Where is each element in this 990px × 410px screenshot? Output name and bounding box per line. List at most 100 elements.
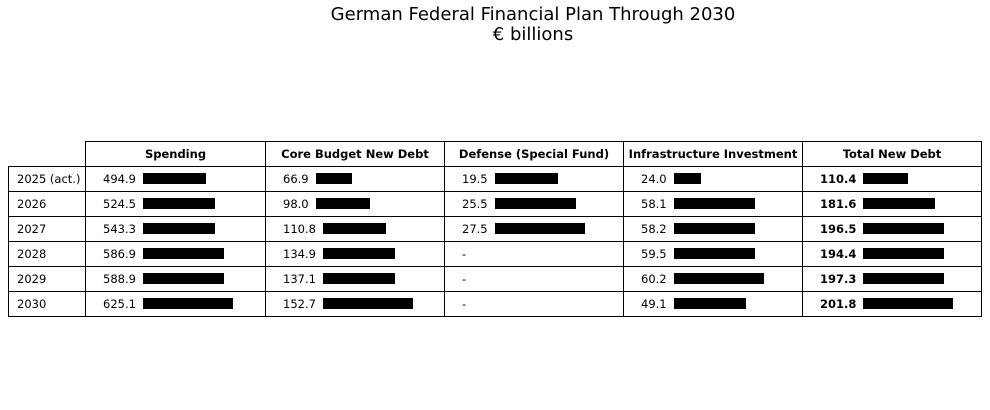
row-label: 2025 (act.)	[8, 166, 86, 192]
cell-value: 58.2	[641, 222, 667, 236]
cell-value: 152.7	[283, 297, 316, 311]
cell-total-new-debt: 197.3	[802, 266, 982, 292]
value-bar	[673, 223, 755, 234]
cell-value: 201.8	[820, 297, 857, 311]
cell-value: -	[462, 272, 467, 286]
value-bar	[142, 198, 215, 209]
corner-cell	[8, 141, 86, 167]
row-label: 2027	[8, 216, 86, 242]
cell-spending: 625.1	[85, 291, 266, 317]
cell-value: 98.0	[283, 197, 309, 211]
value-bar	[863, 298, 954, 309]
table-row: 2029 588.9 137.1 - 60.2 197.3	[8, 266, 982, 292]
row-label: 2029	[8, 266, 86, 292]
cell-value: 110.4	[820, 172, 857, 186]
cell-value: 58.1	[641, 197, 667, 211]
chart-subtitle: € billions	[492, 24, 574, 45]
table-row: 2028 586.9 134.9 - 59.5 194.4	[8, 241, 982, 267]
cell-total-new-debt: 110.4	[802, 166, 982, 192]
cell-value: 586.9	[103, 247, 136, 261]
financial-plan-table: Spending Core Budget New Debt Defense (S…	[8, 141, 982, 317]
cell-core-budget-new-debt: 98.0	[265, 191, 445, 217]
table-row: 2027 543.3 110.8 27.5 58.2 196.5	[8, 216, 982, 242]
value-bar	[673, 198, 755, 209]
value-bar	[315, 198, 370, 209]
cell-core-budget-new-debt: 134.9	[265, 241, 445, 267]
cell-infrastructure-investment: 58.2	[623, 216, 803, 242]
value-bar	[673, 173, 701, 184]
cell-value: 25.5	[462, 197, 488, 211]
cell-defense-special-fund: -	[444, 241, 624, 267]
cell-defense-special-fund: 25.5	[444, 191, 624, 217]
cell-value: 197.3	[820, 272, 857, 286]
value-bar	[863, 173, 909, 184]
cell-value: 625.1	[103, 297, 136, 311]
value-bar	[315, 173, 352, 184]
value-bar	[142, 273, 224, 284]
cell-spending: 588.9	[85, 266, 266, 292]
cell-infrastructure-investment: 58.1	[623, 191, 803, 217]
cell-value: 60.2	[641, 272, 667, 286]
cell-value: -	[462, 297, 467, 311]
cell-value: 543.3	[103, 222, 136, 236]
header-core-budget-new-debt: Core Budget New Debt	[265, 141, 445, 167]
row-label: 2028	[8, 241, 86, 267]
row-label: 2030	[8, 291, 86, 317]
header-total-new-debt: Total New Debt	[802, 141, 982, 167]
cell-value: 524.5	[103, 197, 136, 211]
value-bar	[142, 173, 206, 184]
cell-value: 110.8	[283, 222, 316, 236]
cell-value: 588.9	[103, 272, 136, 286]
cell-value: 49.1	[641, 297, 667, 311]
value-bar	[673, 273, 764, 284]
cell-total-new-debt: 196.5	[802, 216, 982, 242]
cell-infrastructure-investment: 59.5	[623, 241, 803, 267]
cell-core-budget-new-debt: 137.1	[265, 266, 445, 292]
cell-spending: 494.9	[85, 166, 266, 192]
header-infrastructure-investment: Infrastructure Investment	[623, 141, 803, 167]
cell-value: 494.9	[103, 172, 136, 186]
table-row: 2026 524.5 98.0 25.5 58.1 181.6	[8, 191, 982, 217]
value-bar	[322, 248, 395, 259]
cell-defense-special-fund: 27.5	[444, 216, 624, 242]
cell-defense-special-fund: -	[444, 266, 624, 292]
row-label: 2026	[8, 191, 86, 217]
cell-value: 19.5	[462, 172, 488, 186]
cell-value: 137.1	[283, 272, 316, 286]
cell-defense-special-fund: 19.5	[444, 166, 624, 192]
cell-defense-special-fund: -	[444, 291, 624, 317]
cell-infrastructure-investment: 49.1	[623, 291, 803, 317]
value-bar	[142, 248, 224, 259]
cell-infrastructure-investment: 60.2	[623, 266, 803, 292]
value-bar	[494, 198, 576, 209]
value-bar	[863, 198, 936, 209]
cell-infrastructure-investment: 24.0	[623, 166, 803, 192]
value-bar	[863, 273, 945, 284]
cell-value: 66.9	[283, 172, 309, 186]
value-bar	[142, 298, 233, 309]
chart-title-block: German Federal Financial Plan Through 20…	[0, 5, 990, 45]
cell-core-budget-new-debt: 110.8	[265, 216, 445, 242]
value-bar	[494, 223, 585, 234]
cell-value: -	[462, 247, 467, 261]
cell-total-new-debt: 201.8	[802, 291, 982, 317]
cell-core-budget-new-debt: 152.7	[265, 291, 445, 317]
cell-spending: 524.5	[85, 191, 266, 217]
table-row: 2030 625.1 152.7 - 49.1 201.8	[8, 291, 982, 317]
value-bar	[673, 298, 746, 309]
value-bar	[322, 273, 395, 284]
value-bar	[863, 248, 945, 259]
cell-value: 194.4	[820, 247, 857, 261]
table-row: 2025 (act.) 494.9 66.9 19.5 24.0 110.4	[8, 166, 982, 192]
cell-core-budget-new-debt: 66.9	[265, 166, 445, 192]
value-bar	[322, 223, 386, 234]
cell-spending: 543.3	[85, 216, 266, 242]
chart-title: German Federal Financial Plan Through 20…	[330, 4, 736, 25]
cell-value: 196.5	[820, 222, 857, 236]
cell-spending: 586.9	[85, 241, 266, 267]
value-bar	[322, 298, 413, 309]
value-bar	[142, 223, 215, 234]
value-bar	[494, 173, 558, 184]
header-defense-special-fund: Defense (Special Fund)	[444, 141, 624, 167]
header-spending: Spending	[85, 141, 266, 167]
